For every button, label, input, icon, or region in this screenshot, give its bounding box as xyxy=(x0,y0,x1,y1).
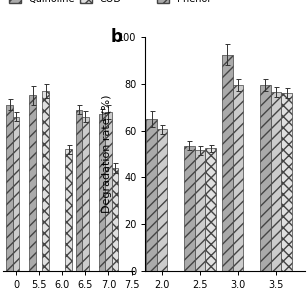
Bar xyxy=(76,110,82,271)
Bar xyxy=(260,85,271,271)
Bar xyxy=(146,119,157,271)
Bar xyxy=(222,55,233,271)
Bar xyxy=(157,129,168,271)
Bar xyxy=(195,151,205,271)
Bar xyxy=(205,148,216,271)
Legend: Quinoline, COD: Quinoline, COD xyxy=(5,0,125,8)
Bar xyxy=(99,114,105,271)
Y-axis label: Degradation rate (%): Degradation rate (%) xyxy=(103,95,112,213)
Bar xyxy=(271,92,282,271)
Bar xyxy=(105,112,112,271)
Bar xyxy=(13,116,19,271)
Bar xyxy=(112,168,118,271)
Text: b: b xyxy=(110,28,122,46)
Bar xyxy=(43,91,49,271)
Bar xyxy=(282,93,292,271)
Bar xyxy=(30,95,36,271)
Bar xyxy=(184,146,195,271)
Legend: Phenol: Phenol xyxy=(153,0,214,8)
Bar xyxy=(66,149,72,271)
Bar xyxy=(6,105,13,271)
Bar xyxy=(233,85,243,271)
Bar xyxy=(82,116,89,271)
